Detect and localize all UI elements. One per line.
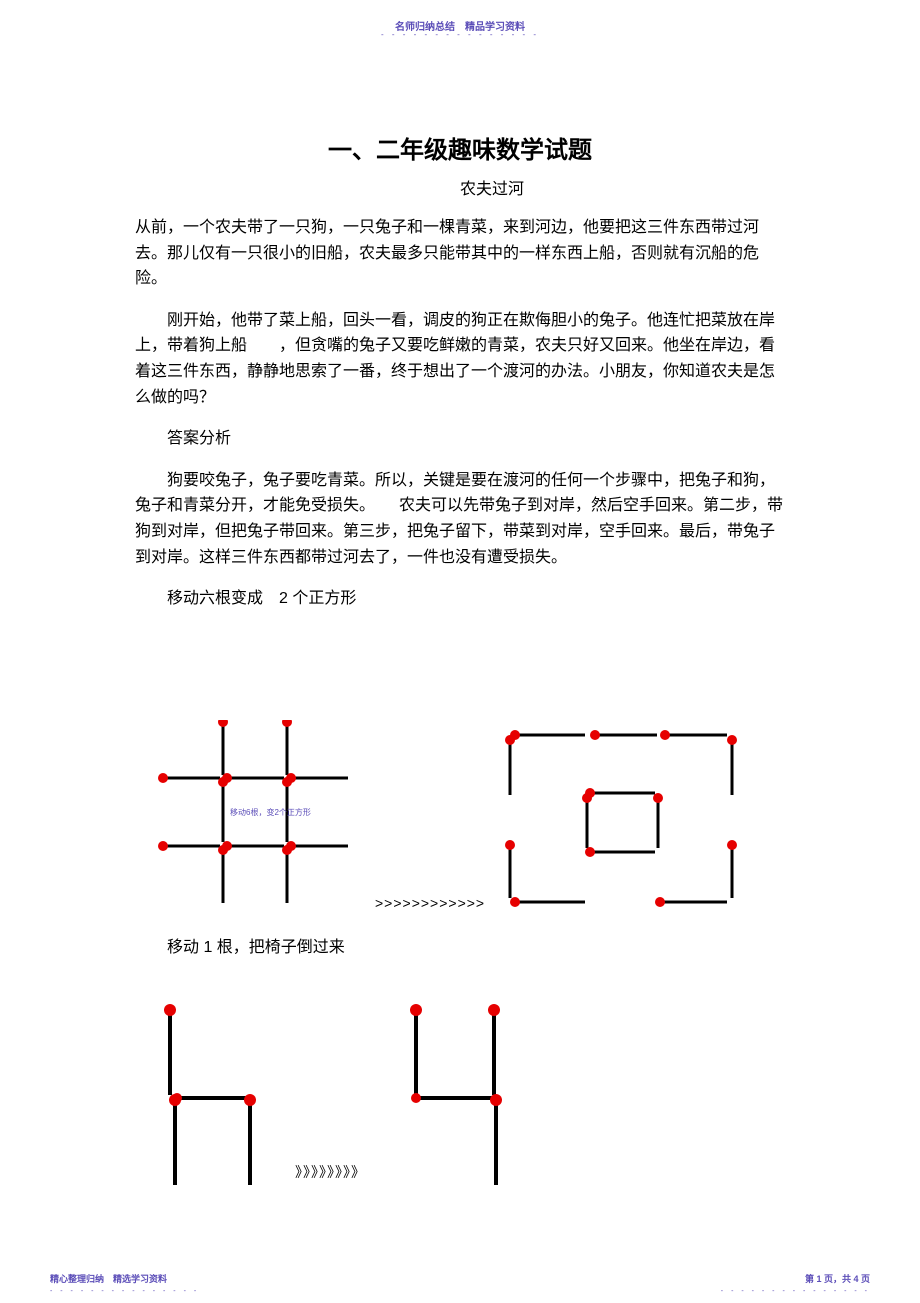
footer-right: 第 1 页，共 4 页 <box>805 1272 870 1285</box>
page-title: 一、二年级趣味数学试题 <box>328 130 592 165</box>
header-dots: - - - - - - - - - - - - - - - <box>381 30 539 39</box>
footer-left: 精心整理归纳 精选学习资料 <box>50 1272 167 1285</box>
paragraph-1: 从前，一个农夫带了一只狗，一只兔子和一棵青菜，来到河边，他要把这三件东西带过河去… <box>135 215 790 292</box>
grid-after-svg <box>495 720 745 915</box>
diagram-caption: 移动6根，变2个正方形 <box>230 807 311 817</box>
footer-dots-right: - - - - - - - - - - - - - - - <box>721 1288 870 1295</box>
paragraph-5: 移动六根变成 2 个正方形 <box>135 586 790 612</box>
main-content: 从前，一个农夫带了一只狗，一只兔子和一棵青菜，来到河边，他要把这三件东西带过河去… <box>135 215 790 628</box>
grid-before-svg: 移动6根，变2个正方形 <box>135 720 365 915</box>
arrows-1: >>>>>>>>>>>> <box>375 895 485 911</box>
paragraph-6: 移动 1 根，把椅子倒过来 <box>135 935 345 961</box>
answer-label: 答案分析 <box>135 426 790 452</box>
chair-after-svg <box>376 1000 536 1200</box>
chair-before-svg <box>135 1000 285 1200</box>
diagram-row-squares: 移动6根，变2个正方形 >>>>>>>>>>>> <box>135 720 745 915</box>
footer-dots-left: - - - - - - - - - - - - - - - <box>50 1288 199 1295</box>
paragraph-4: 狗要咬兔子，兔子要吃青菜。所以，关键是要在渡河的任何一个步骤中，把兔子和狗，兔子… <box>135 468 790 570</box>
paragraph-2: 刚开始，他带了菜上船，回头一看，调皮的狗正在欺侮胆小的兔子。他连忙把菜放在岸上，… <box>135 308 790 410</box>
arrows-2: 》》》》》》》》 <box>295 1162 366 1182</box>
diagram-row-chair: 》》》》》》》》 <box>135 1000 536 1200</box>
page-subtitle: 农夫过河 <box>460 175 524 199</box>
